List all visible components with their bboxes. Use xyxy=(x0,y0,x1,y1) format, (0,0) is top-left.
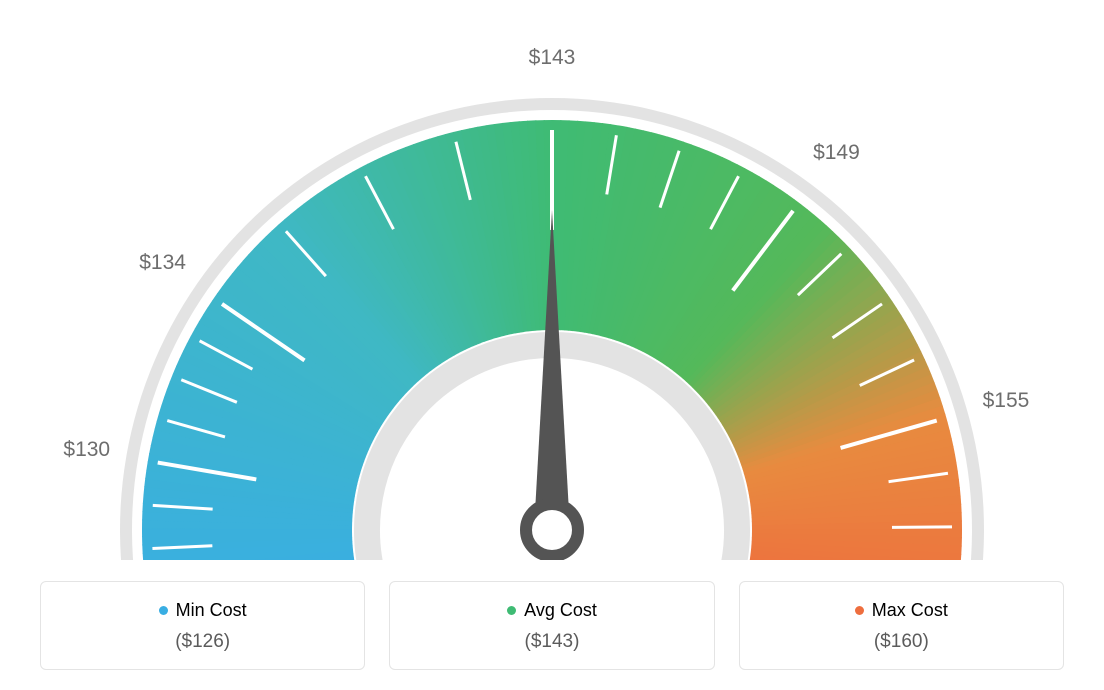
gauge-svg xyxy=(0,0,1104,560)
legend-value-min: ($126) xyxy=(51,631,354,653)
legend-card-max: Max Cost ($160) xyxy=(739,581,1064,670)
legend-card-avg: Avg Cost ($143) xyxy=(389,581,714,670)
legend-label-max: Max Cost xyxy=(855,600,948,621)
legend-dot-max xyxy=(855,606,864,615)
legend-value-avg: ($143) xyxy=(400,631,703,653)
legend-text-avg: Avg Cost xyxy=(524,600,597,621)
gauge-tick-label: $134 xyxy=(139,251,186,275)
gauge-chart: $126$130$134$143$149$155$160 xyxy=(0,0,1104,560)
gauge-tick-label: $130 xyxy=(63,438,110,462)
legend-label-avg: Avg Cost xyxy=(507,600,597,621)
legend-text-max: Max Cost xyxy=(872,600,948,621)
gauge-tick-label: $143 xyxy=(529,46,576,70)
legend-card-min: Min Cost ($126) xyxy=(40,581,365,670)
gauge-tick-label: $149 xyxy=(813,141,860,165)
legend-dot-avg xyxy=(507,606,516,615)
gauge-tick-label: $155 xyxy=(983,389,1030,413)
legend-text-min: Min Cost xyxy=(176,600,247,621)
legend-label-min: Min Cost xyxy=(159,600,247,621)
legend-row: Min Cost ($126) Avg Cost ($143) Max Cost… xyxy=(40,581,1064,670)
legend-dot-min xyxy=(159,606,168,615)
legend-value-max: ($160) xyxy=(750,631,1053,653)
